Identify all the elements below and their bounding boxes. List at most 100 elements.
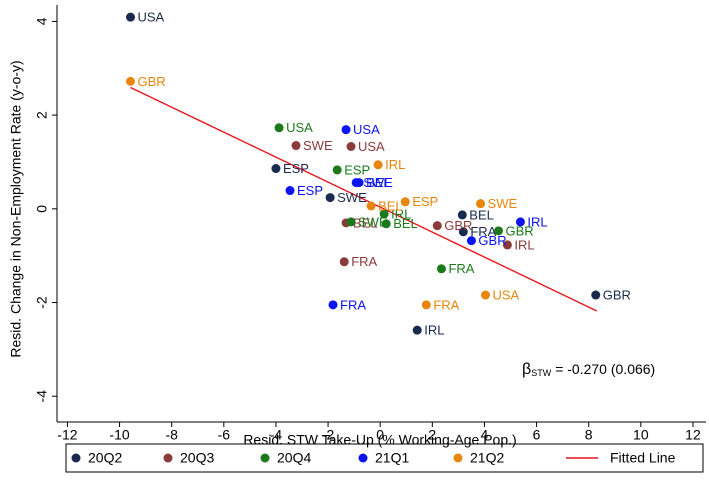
point-label: BEL	[353, 215, 378, 230]
y-tick-label: -4	[34, 390, 50, 403]
x-tick-label: 6	[533, 427, 541, 443]
point-label: BEL	[366, 175, 391, 190]
point-label: USA	[353, 122, 380, 137]
annotation-text: = -0.270 (0.066)	[555, 361, 655, 377]
point-label: IRL	[391, 206, 411, 221]
legend-marker	[260, 453, 270, 463]
legend-label: 21Q1	[375, 450, 409, 466]
point	[325, 193, 335, 203]
y-tick-label: -2	[34, 296, 50, 309]
point-label: BEL	[393, 216, 418, 231]
point	[432, 221, 442, 231]
legend-label: 20Q2	[88, 450, 122, 466]
point	[346, 141, 356, 151]
x-tick-label: 2	[428, 427, 436, 443]
point	[379, 209, 389, 219]
legend-marker	[453, 453, 463, 463]
point	[346, 217, 356, 227]
point	[291, 141, 301, 151]
point	[515, 217, 525, 227]
annotation: βSTW = -0.270 (0.066)	[522, 361, 655, 379]
point-label: GBR	[444, 218, 472, 233]
annotation-subscript: STW	[531, 368, 552, 378]
x-tick-label: -4	[270, 427, 283, 443]
fitted-line	[130, 86, 598, 312]
point-label: BEL	[378, 198, 403, 213]
x-tick-label: 4	[481, 427, 489, 443]
point	[466, 236, 476, 246]
point	[436, 264, 446, 274]
y-tick-label: 2	[34, 111, 50, 119]
legend-label: 20Q4	[277, 450, 311, 466]
legend-label: Fitted Line	[610, 450, 676, 466]
point	[274, 123, 284, 133]
x-tick-label: -12	[57, 427, 77, 443]
point-label: BEL	[469, 207, 494, 222]
x-tick-label: -10	[109, 427, 129, 443]
point	[400, 197, 410, 207]
point	[502, 240, 512, 250]
point	[457, 210, 467, 220]
point-label: FRA	[470, 224, 496, 239]
point	[591, 290, 601, 300]
point-label: SWE	[337, 190, 367, 205]
y-tick-label: 4	[34, 17, 50, 25]
point	[354, 178, 364, 188]
point	[366, 201, 376, 211]
point-label: SWE	[363, 175, 393, 190]
legend-label: 20Q3	[180, 450, 214, 466]
point-label: GBR	[603, 287, 631, 302]
point	[458, 227, 468, 237]
point	[476, 199, 486, 209]
annotation-symbol: β	[522, 361, 531, 378]
point-label: SWE	[488, 196, 518, 211]
point-label: ESP	[297, 183, 323, 198]
point	[341, 125, 351, 135]
point-label: SWE	[358, 214, 388, 229]
point	[480, 290, 490, 300]
point-label: IRL	[385, 157, 405, 172]
point	[332, 165, 342, 175]
point-label: USA	[358, 139, 385, 154]
point-label: USA	[492, 287, 519, 302]
point-label: GBR	[506, 223, 534, 238]
point-label: FRA	[433, 297, 459, 312]
x-tick-label: -6	[218, 427, 231, 443]
point	[285, 186, 295, 196]
x-tick-label: 0	[376, 427, 384, 443]
legend-marker	[163, 453, 173, 463]
point	[421, 300, 431, 310]
x-tick-label: 10	[633, 427, 649, 443]
point-label: SWE	[303, 138, 333, 153]
point	[126, 76, 136, 86]
point-label: USA	[286, 120, 313, 135]
point-label: GBR	[138, 74, 166, 89]
point-label: FRA	[351, 254, 377, 269]
point	[412, 325, 422, 335]
point	[494, 226, 504, 236]
x-tick-label: 8	[585, 427, 593, 443]
x-tick-label: -2	[322, 427, 335, 443]
point-label: GBR	[478, 233, 506, 248]
point-label: IRL	[514, 237, 534, 252]
legend-box	[65, 443, 704, 473]
point	[271, 164, 281, 174]
point-label: IRL	[527, 214, 547, 229]
legend-label: 21Q2	[470, 450, 504, 466]
x-tick-label: -8	[165, 427, 178, 443]
y-tick-label: 0	[34, 205, 50, 213]
point-label: IRL	[424, 323, 444, 338]
legend-marker	[71, 453, 81, 463]
point-label: USA	[138, 10, 165, 25]
x-tick-label: 12	[685, 427, 701, 443]
point	[126, 12, 136, 22]
legend-marker	[358, 453, 368, 463]
point-label: ESP	[344, 162, 370, 177]
point	[339, 257, 349, 267]
point-label: FRA	[448, 261, 474, 276]
point-label: ESP	[412, 194, 438, 209]
point	[381, 219, 391, 229]
point-label: ESP	[283, 161, 309, 176]
point	[373, 160, 383, 170]
